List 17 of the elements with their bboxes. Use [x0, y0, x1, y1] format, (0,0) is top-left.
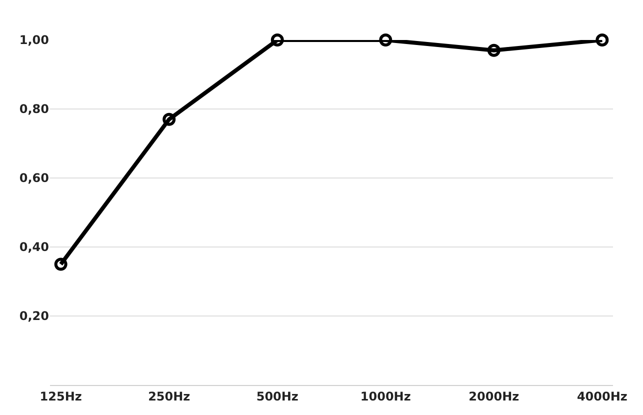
- point: [487, 44, 500, 57]
- point: [379, 34, 392, 46]
- y-tick-label: 0,80: [19, 102, 49, 116]
- x-tick-label: 1000Hz: [360, 389, 411, 404]
- y-tick-label: 0,20: [19, 309, 49, 324]
- y-tick-label: 1,00: [19, 33, 49, 48]
- y-tick-label: 0,40: [19, 240, 49, 254]
- x-tick-label: 500Hz: [256, 389, 298, 404]
- y-tick-label: 0,60: [19, 171, 49, 186]
- x-tick-label: 125Hz: [40, 389, 82, 404]
- point: [270, 34, 284, 46]
- point: [162, 112, 176, 126]
- x-tick-label: 4000Hz: [576, 389, 628, 404]
- point: [596, 34, 609, 46]
- point: [54, 258, 68, 271]
- x-tick-label: 250Hz: [148, 389, 190, 404]
- x-tick-label: 2000Hz: [468, 389, 520, 404]
